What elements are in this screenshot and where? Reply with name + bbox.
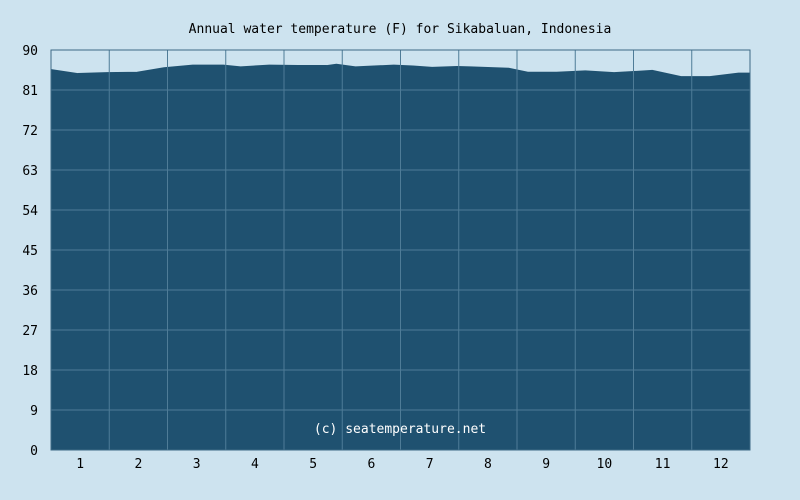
x-tick-label: 3	[193, 457, 201, 472]
x-tick-label: 1	[76, 457, 84, 472]
x-tick-label: 10	[597, 457, 613, 472]
x-tick-label: 5	[309, 457, 317, 472]
y-tick-label: 81	[22, 84, 38, 99]
x-tick-label: 8	[484, 457, 492, 472]
x-tick-label: 2	[134, 457, 142, 472]
grid-lines	[50, 49, 751, 451]
y-axis: 0 9 18 27 36 45 54 63 72 81 90	[22, 44, 38, 459]
x-tick-label: 7	[426, 457, 434, 472]
y-tick-label: 54	[22, 204, 38, 219]
watermark: (c) seatemperature.net	[314, 422, 486, 437]
y-tick-label: 90	[22, 44, 38, 59]
y-tick-label: 72	[22, 124, 38, 139]
x-axis: 1 2 3 4 5 6 7 8 9 10 11 12	[76, 457, 728, 472]
x-tick-label: 6	[367, 457, 375, 472]
y-tick-label: 36	[22, 284, 38, 299]
x-tick-label: 4	[251, 457, 259, 472]
y-tick-label: 27	[22, 324, 38, 339]
x-tick-label: 11	[655, 457, 671, 472]
y-tick-label: 45	[22, 244, 38, 259]
plot-border	[50, 49, 751, 451]
y-tick-label: 18	[22, 364, 38, 379]
y-tick-label: 9	[30, 404, 38, 419]
x-tick-label: 9	[542, 457, 550, 472]
x-tick-label: 12	[713, 457, 729, 472]
chart-title: Annual water temperature (F) for Sikabal…	[189, 22, 612, 37]
y-tick-label: 0	[30, 444, 38, 459]
y-tick-label: 63	[22, 164, 38, 179]
